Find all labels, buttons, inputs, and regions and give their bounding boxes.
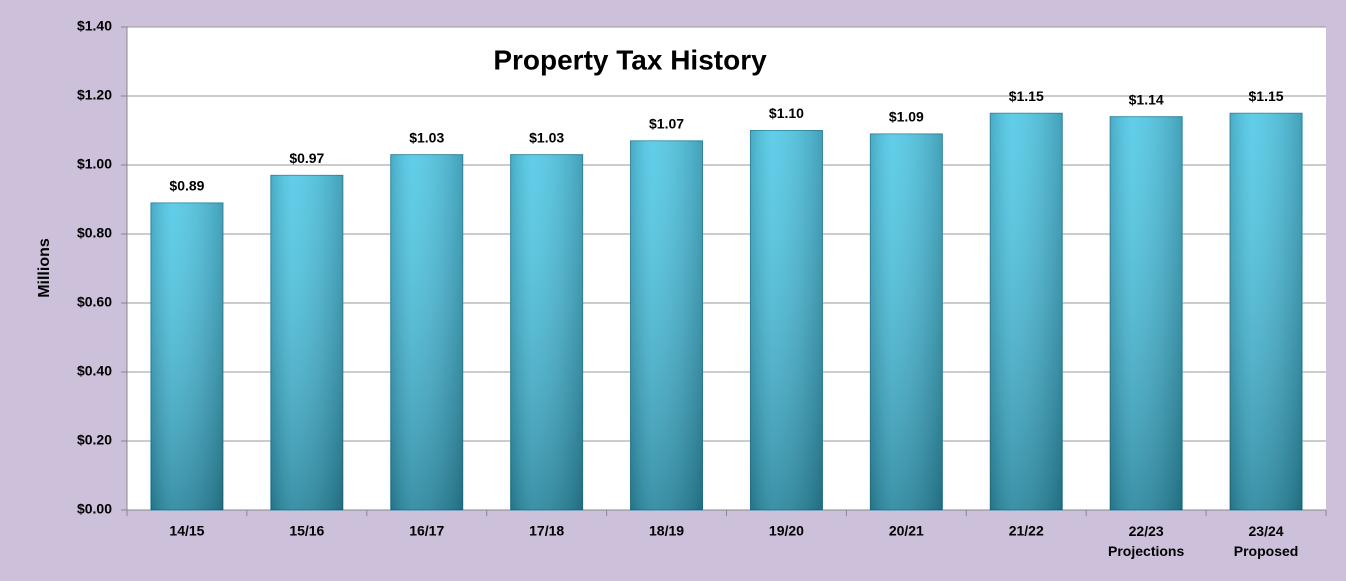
bar	[630, 140, 704, 511]
value-label: $1.03	[529, 129, 564, 145]
y-tick-label: $0.00	[77, 501, 112, 517]
y-tick-label: $0.80	[77, 225, 112, 241]
x-tick-label: 23/24 Proposed	[1234, 523, 1299, 559]
y-tick-label: $1.00	[77, 156, 112, 172]
y-tick-label: $0.20	[77, 432, 112, 448]
x-tick-label: 20/21	[889, 523, 924, 539]
bar	[1229, 112, 1303, 511]
bar	[749, 130, 823, 511]
y-tick-label: $0.60	[77, 294, 112, 310]
y-tick-label: $1.20	[77, 87, 112, 103]
bar	[869, 133, 943, 511]
x-tick-label: 21/22	[1009, 523, 1044, 539]
x-tick-label: 18/19	[649, 523, 684, 539]
y-axis-label: Millions	[36, 238, 53, 298]
bar	[1109, 116, 1183, 511]
bar	[390, 154, 464, 511]
value-label: $1.09	[889, 109, 924, 125]
value-label: $0.97	[289, 150, 324, 166]
x-tick-label: 14/15	[169, 523, 204, 539]
x-tick-label: 22/23 Projections	[1108, 523, 1184, 559]
x-tick-label: 17/18	[529, 523, 564, 539]
x-tick-label: 16/17	[409, 523, 444, 539]
value-label: $1.14	[1129, 91, 1164, 107]
x-tick-label: 19/20	[769, 523, 804, 539]
bar	[510, 154, 584, 511]
bar	[989, 112, 1063, 511]
value-label: $1.15	[1009, 88, 1044, 104]
value-label: $1.10	[769, 105, 804, 121]
y-tick-label: $0.40	[77, 363, 112, 379]
value-label: $1.15	[1249, 88, 1284, 104]
value-label: $1.07	[649, 116, 684, 132]
bar	[270, 174, 344, 511]
y-tick-label: $1.40	[77, 18, 112, 34]
chart-title: Property Tax History	[493, 44, 767, 75]
value-label: $0.89	[169, 178, 204, 194]
x-tick-label: 15/16	[289, 523, 324, 539]
value-label: $1.03	[409, 129, 444, 145]
bar	[150, 202, 224, 511]
